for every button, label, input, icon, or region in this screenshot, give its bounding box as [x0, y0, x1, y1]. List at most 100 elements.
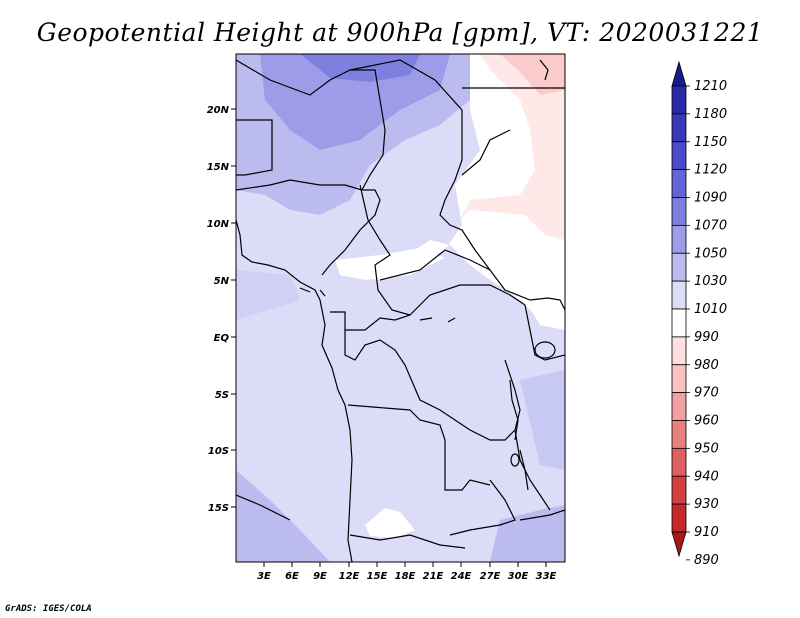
colorbar-label: 960	[694, 414, 719, 429]
field-white-south	[365, 508, 415, 538]
field-white-east	[525, 292, 565, 330]
lon-tick-label: 6E	[285, 571, 299, 582]
border-chad-sudan	[439, 179, 531, 301]
atlantic-coastline	[236, 219, 353, 562]
lon-tick-label: 21E	[423, 571, 444, 582]
colorbar-label: 1030	[694, 274, 727, 289]
lon-tick-label: 3E	[257, 571, 271, 582]
colorbar-label: 1210	[694, 79, 727, 94]
border-car	[379, 249, 491, 281]
lon-tick-label: 27E	[480, 571, 501, 582]
colorbar: 1210 1180 1150 1120 1090 1070 1050 1030 1010 990 9…	[671, 60, 727, 568]
colorbar-swatch	[671, 252, 687, 282]
colorbar-swatch	[671, 169, 687, 198]
border-sudan	[461, 129, 511, 176]
colorbar-swatch	[671, 531, 687, 558]
border-congo-drc	[344, 330, 516, 441]
field-west-coast	[236, 270, 300, 320]
colorbar-swatch	[671, 503, 687, 533]
colorbar-label: 970	[694, 386, 719, 401]
colorbar-label: 990	[694, 330, 719, 345]
colorbar-swatch	[671, 392, 687, 421]
field-990-1010-central	[335, 248, 445, 280]
colorbar-swatch	[671, 475, 687, 505]
colorbar-label: 1090	[694, 191, 727, 206]
lon-tick-label: 24E	[451, 571, 472, 582]
colorbar-label: 1010	[694, 302, 727, 317]
border-zambia	[449, 479, 516, 536]
lat-tick-label: EQ	[214, 333, 230, 344]
lat-tick-label: 15N	[207, 162, 230, 173]
colorbar-swatch	[671, 113, 687, 143]
coast-red-sea	[539, 59, 549, 81]
border-congo-north	[330, 284, 526, 331]
colorbar-swatch	[671, 224, 687, 254]
colorbar-swatch	[671, 60, 687, 87]
colorbar-label: 910	[694, 525, 719, 540]
lon-tick-label: 33E	[536, 571, 557, 582]
lon-tick-label: 18E	[395, 571, 416, 582]
field-980-990	[460, 54, 565, 240]
colorbar-swatch	[671, 280, 687, 310]
latitude-axis: 20N 15N 10N 5N EQ 5S 10S 15S	[207, 105, 236, 514]
field-990-1010-northeast	[340, 54, 565, 330]
lat-tick-label: 20N	[207, 105, 230, 116]
colorbar-label: 980	[694, 358, 719, 373]
lat-tick-label: 10N	[207, 219, 230, 230]
border-namibia	[349, 534, 466, 549]
field-970-980	[500, 54, 565, 95]
border-nigeria	[236, 179, 381, 276]
border-south-sudan	[529, 297, 565, 311]
colorbar-label: 1050	[694, 246, 727, 261]
field-1030-southeast	[490, 505, 565, 562]
field-1050-1070-north	[260, 54, 450, 150]
lake-victoria	[534, 341, 556, 359]
field-east-lakes	[520, 370, 565, 470]
geopotential-field	[236, 54, 565, 562]
colorbar-label: 1070	[694, 218, 727, 233]
lon-tick-label: 12E	[339, 571, 360, 582]
colorbar-label: 1150	[694, 135, 727, 150]
border-malawi	[514, 429, 551, 511]
border-mozambique	[519, 509, 565, 521]
border-libya-chad	[349, 59, 463, 181]
lat-tick-label: 10S	[208, 446, 229, 457]
lake-tanganyika	[509, 379, 519, 441]
colorbar-label: 940	[694, 469, 719, 484]
border-angola	[347, 404, 491, 491]
colorbar-label: 950	[694, 441, 719, 456]
colorbar-label: 1120	[694, 163, 727, 178]
colorbar-swatch	[671, 336, 687, 366]
lake-mweru	[510, 453, 520, 467]
colorbar-swatch	[671, 141, 687, 171]
colorbar-swatch	[671, 197, 687, 226]
colorbar-swatch	[671, 85, 687, 115]
coast-islands	[299, 287, 326, 297]
colorbar-swatch	[671, 420, 687, 449]
coastlines-borders	[236, 59, 565, 562]
rivers-north	[419, 317, 456, 323]
map-frame	[235, 53, 566, 563]
colorbar-label: 1180	[694, 107, 727, 122]
lon-tick-label: 30E	[508, 571, 529, 582]
lat-tick-label: 15S	[208, 503, 229, 514]
border-niger-algeria	[236, 59, 386, 191]
chart-title: Geopotential Height at 900hPa [gpm], VT:…	[36, 18, 764, 47]
border-uganda-kenya	[524, 304, 565, 361]
colorbar-swatch	[671, 447, 687, 477]
longitude-axis: 3E 6E 9E 12E 15E 18E 21E 24E 27E 30E 33E	[257, 562, 557, 582]
colorbar-swatch	[671, 364, 687, 394]
lon-tick-label: 15E	[367, 571, 388, 582]
lat-tick-label: 5S	[215, 390, 229, 401]
border-mali	[236, 119, 273, 176]
lake-malawi	[519, 449, 529, 491]
colorbar-label: 890	[694, 553, 719, 568]
border-sw	[236, 494, 291, 521]
colorbar-swatch	[671, 308, 687, 338]
lon-tick-label: 9E	[313, 571, 327, 582]
colorbar-label: 930	[694, 497, 719, 512]
border-cameroon-chad	[359, 184, 411, 316]
lat-tick-label: 5N	[214, 276, 230, 287]
grads-credit: GrADS: IGES/COLA	[5, 604, 92, 614]
